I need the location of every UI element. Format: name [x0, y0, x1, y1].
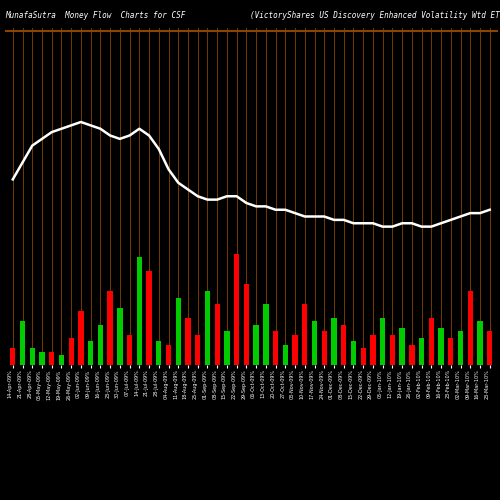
Bar [176, 298, 181, 365]
Bar [49, 352, 54, 365]
Bar [263, 304, 268, 365]
Bar [478, 321, 482, 365]
Bar [351, 342, 356, 365]
Bar [156, 342, 162, 365]
Bar [292, 334, 298, 365]
Bar [205, 291, 210, 365]
Bar [254, 324, 259, 365]
Bar [146, 270, 152, 365]
Bar [322, 331, 327, 365]
Bar [117, 308, 122, 365]
Bar [458, 331, 463, 365]
Bar [195, 334, 200, 365]
Bar [59, 355, 64, 365]
Bar [468, 291, 473, 365]
Bar [282, 345, 288, 365]
Text: (VictoryShares US Discovery Enhanced Volatility Wtd ETF) MunafaSutra: (VictoryShares US Discovery Enhanced Vol… [250, 11, 500, 20]
Bar [10, 348, 16, 365]
Bar [390, 334, 395, 365]
Bar [98, 324, 103, 365]
Bar [400, 328, 405, 365]
Bar [136, 257, 142, 365]
Bar [370, 334, 376, 365]
Bar [127, 334, 132, 365]
Bar [40, 352, 44, 365]
Bar [68, 338, 74, 365]
Bar [448, 338, 454, 365]
Bar [487, 331, 492, 365]
Bar [302, 304, 308, 365]
Bar [214, 304, 220, 365]
Bar [438, 328, 444, 365]
Bar [244, 284, 249, 365]
Bar [20, 321, 25, 365]
Text: MunafaSutra  Money Flow  Charts for CSF: MunafaSutra Money Flow Charts for CSF [5, 11, 186, 20]
Bar [78, 311, 84, 365]
Bar [360, 348, 366, 365]
Bar [380, 318, 386, 365]
Bar [88, 342, 94, 365]
Bar [108, 291, 113, 365]
Bar [186, 318, 190, 365]
Bar [312, 321, 317, 365]
Bar [409, 345, 414, 365]
Bar [224, 331, 230, 365]
Bar [419, 338, 424, 365]
Bar [273, 331, 278, 365]
Bar [30, 348, 35, 365]
Bar [234, 254, 239, 365]
Bar [332, 318, 336, 365]
Bar [166, 345, 171, 365]
Bar [428, 318, 434, 365]
Bar [341, 324, 346, 365]
